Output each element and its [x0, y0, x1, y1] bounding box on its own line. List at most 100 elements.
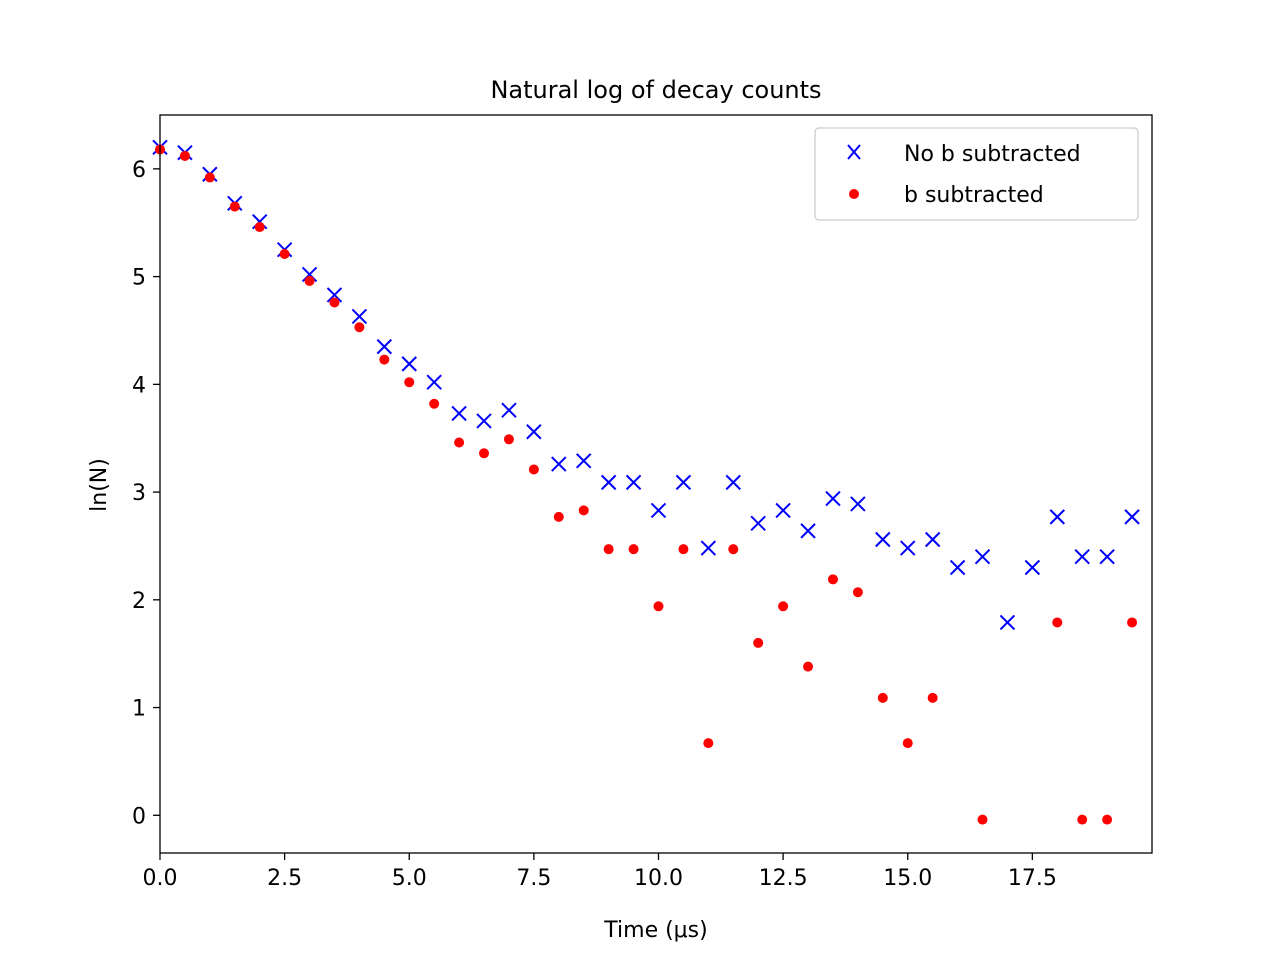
x-marker-point	[1099, 549, 1115, 565]
y-tick-label: 1	[132, 697, 146, 722]
dot-marker-point	[753, 637, 764, 648]
x-tick-label: 10.0	[634, 866, 683, 891]
dot-marker-point	[1102, 814, 1113, 825]
dot-marker-point	[379, 354, 390, 365]
dot-marker-point	[628, 544, 639, 555]
x-marker-point	[625, 474, 642, 491]
dot-marker-point	[304, 275, 315, 286]
x-marker-point	[376, 338, 393, 355]
x-marker-point	[426, 374, 442, 390]
dot-marker-point	[653, 601, 664, 612]
x-marker-point	[949, 559, 966, 576]
dot-marker-point	[578, 505, 589, 516]
dot-marker-point	[852, 587, 863, 598]
y-tick-label: 5	[132, 266, 146, 291]
y-tick-label: 6	[132, 158, 146, 183]
x-marker-point	[301, 266, 318, 283]
plot-frame	[159, 114, 1153, 854]
x-marker-point	[825, 490, 841, 507]
x-marker-point	[1074, 549, 1090, 565]
dot-marker-point	[279, 248, 290, 259]
x-tick-label: 15.0	[883, 866, 932, 891]
x-marker-point	[775, 502, 791, 519]
dot-marker-point	[204, 172, 215, 183]
chart-title: Natural log of decay counts	[490, 76, 821, 104]
x-marker-point	[576, 453, 592, 469]
dot-marker-point	[354, 322, 365, 333]
dot-marker-point	[329, 297, 340, 308]
legend-marker-b-subtracted	[849, 189, 859, 199]
y-tick-label: 3	[132, 481, 146, 506]
x-tick-label: 2.5	[267, 866, 302, 891]
dot-marker-point	[254, 222, 265, 233]
x-marker-point	[675, 474, 692, 491]
x-marker-point	[326, 287, 343, 303]
x-axis-label: Time (μs)	[603, 918, 707, 943]
dot-marker-point	[528, 464, 539, 475]
x-tick-label: 7.5	[516, 866, 551, 891]
y-axis-ticks: 0 1 2 3 4 5 6	[132, 158, 160, 829]
dot-marker-point	[902, 738, 913, 749]
dot-marker-point	[229, 201, 240, 212]
x-marker-point	[1049, 509, 1065, 525]
x-tick-label: 17.5	[1008, 866, 1057, 891]
legend-box	[814, 127, 1139, 221]
x-marker-point	[650, 502, 667, 519]
x-marker-point	[750, 515, 766, 532]
x-marker-point	[900, 540, 916, 556]
x-marker-point	[351, 308, 368, 325]
dot-marker-point	[803, 661, 814, 672]
dot-marker-point	[728, 544, 739, 555]
y-axis-label: ln(N)	[87, 458, 112, 512]
y-tick-label: 4	[132, 373, 146, 398]
dot-marker-point	[877, 692, 888, 703]
dot-marker-point	[553, 511, 564, 522]
dot-marker-point	[404, 377, 415, 388]
x-axis-ticks: 0.0 2.5 5.0 7.5 10.0 12.5 15.0 17.5	[143, 853, 1057, 891]
x-marker-point	[875, 531, 891, 548]
x-marker-point	[501, 402, 517, 418]
x-marker-point	[526, 424, 542, 440]
dot-marker-point	[179, 150, 190, 161]
dot-marker-point	[503, 434, 514, 445]
dot-marker-point	[977, 814, 988, 825]
x-tick-label: 12.5	[759, 866, 808, 891]
x-marker-point	[600, 474, 617, 491]
x-marker-point	[924, 531, 941, 548]
x-tick-label: 5.0	[392, 866, 427, 891]
x-marker-point	[999, 614, 1016, 631]
x-marker-point	[1124, 509, 1140, 525]
legend: No b subtracted b subtracted	[814, 127, 1139, 221]
y-tick-label: 0	[132, 804, 146, 829]
x-marker-point	[1024, 559, 1041, 576]
x-marker-point	[401, 356, 417, 372]
legend-marker-no-b-subtracted	[847, 144, 861, 160]
x-marker-point	[974, 549, 991, 565]
dot-marker-point	[778, 601, 789, 612]
dot-marker-point	[1052, 617, 1063, 628]
dot-marker-point	[429, 398, 440, 409]
dot-marker-point	[479, 448, 490, 459]
x-marker-point	[800, 523, 816, 539]
dot-marker-point	[603, 544, 614, 555]
x-marker-point	[476, 413, 492, 429]
dot-marker-point	[1077, 814, 1088, 825]
dot-marker-point	[678, 544, 689, 555]
dot-marker-point	[927, 692, 938, 703]
data-marks	[152, 139, 1140, 825]
legend-label-no-b-subtracted: No b subtracted	[904, 142, 1081, 167]
dot-marker-point	[454, 437, 465, 448]
x-marker-point	[451, 405, 467, 422]
y-tick-label: 2	[132, 589, 146, 614]
x-marker-point	[700, 540, 717, 556]
legend-label-b-subtracted: b subtracted	[904, 183, 1044, 208]
dot-marker-point	[1127, 617, 1138, 628]
x-marker-point	[850, 496, 866, 512]
x-marker-point	[725, 474, 741, 491]
dot-marker-point	[703, 738, 714, 749]
x-marker-point	[551, 456, 567, 472]
dot-marker-point	[827, 574, 838, 585]
x-tick-label: 0.0	[143, 866, 178, 891]
